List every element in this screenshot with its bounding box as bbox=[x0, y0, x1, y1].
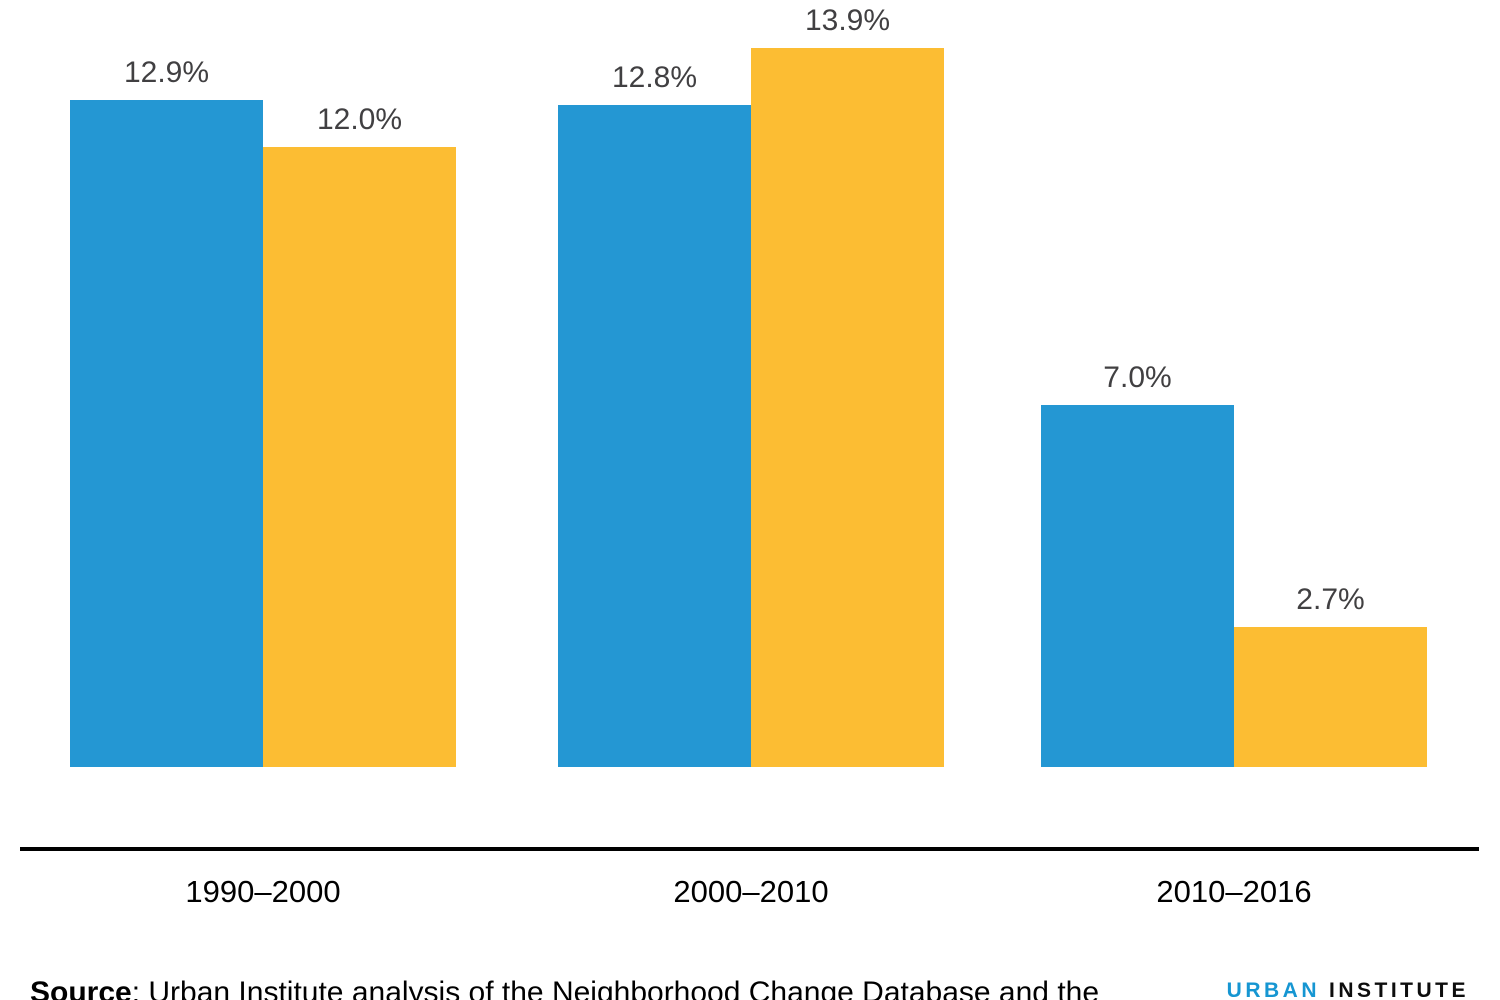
x-axis-label-2000-2010: 2000–2010 bbox=[673, 874, 829, 909]
urban-institute-logo: URBAN INSTITUTE bbox=[1227, 979, 1469, 1000]
bar-yellow-1990-2000: 12.0% bbox=[263, 105, 456, 767]
bar-value-label: 7.0% bbox=[1103, 361, 1172, 394]
bar-yellow-2000-2010: 13.9% bbox=[751, 6, 944, 767]
bar-value-label: 12.0% bbox=[316, 103, 403, 136]
bar-value-label: 13.9% bbox=[804, 4, 891, 37]
source-note: Source: Urban Institute analysis of the … bbox=[30, 976, 1099, 1000]
source-note-text: : Urban Institute analysis of the Neighb… bbox=[131, 976, 1100, 1000]
bar-value-label: 2.7% bbox=[1296, 583, 1365, 616]
x-axis-line bbox=[20, 847, 1479, 851]
bar-blue-1990-2000: 12.9% bbox=[70, 58, 263, 767]
source-note-prefix: Source bbox=[30, 976, 132, 1000]
bar-blue-2000-2010: 12.8% bbox=[558, 63, 751, 767]
bar-yellow-2010-2016: 2.7% bbox=[1234, 585, 1427, 767]
bar-value-label: 12.8% bbox=[611, 61, 698, 94]
plot-area: 12.9% 12.0% 12.8% 13.9% 7.0% 2.7% 1990–2… bbox=[20, 6, 1479, 909]
x-axis-label-1990-2000: 1990–2000 bbox=[185, 874, 341, 909]
x-axis-label-2010-2016: 2010–2016 bbox=[1156, 874, 1312, 909]
logo-word-urban: URBAN bbox=[1226, 979, 1320, 1000]
bar-value-label: 12.9% bbox=[123, 56, 210, 89]
bar-blue-2010-2016: 7.0% bbox=[1041, 363, 1234, 767]
logo-word-institute: INSTITUTE bbox=[1329, 979, 1469, 1000]
